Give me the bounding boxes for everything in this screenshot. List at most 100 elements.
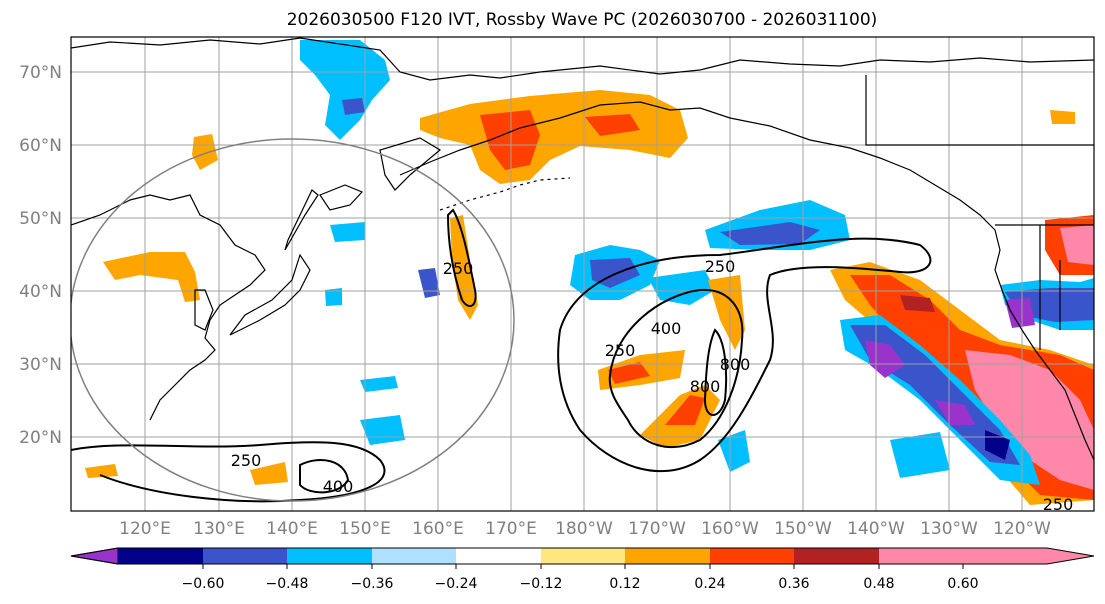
ivt-blob-arctic: [300, 40, 390, 140]
lon-label: 120°E: [119, 519, 171, 539]
lon-label: 150°E: [339, 519, 391, 539]
contour-label: 800: [690, 377, 721, 396]
colorbar-tick-label: 0.36: [778, 576, 809, 592]
ivt-blob-ep-blue-core: [720, 222, 820, 245]
kamchatka-base: [319, 184, 364, 211]
ivt-blob-nwus-core: [1005, 298, 1035, 328]
ivt-blob-inland-pink: [1060, 225, 1094, 265]
lon-label: 180°W: [555, 519, 613, 539]
lon-label: 130°W: [920, 519, 978, 539]
ivt-blob-s7: [890, 432, 950, 478]
colorbar-outline: [70, 547, 1095, 565]
ivt-blob-alaska-core2: [585, 114, 640, 136]
contour-250-center: [557, 237, 932, 473]
lon-label: 140°E: [266, 519, 318, 539]
lon-label: 160°E: [412, 519, 464, 539]
lat-labels: 70°N 60°N 50°N 40°N 30°N 20°N: [19, 63, 62, 448]
ivt-blob-alaska-core: [480, 110, 540, 170]
korea: [194, 289, 214, 331]
lat-label: 60°N: [19, 136, 62, 156]
contour-800-center: [703, 328, 728, 416]
japan: [229, 253, 311, 336]
pc-contours: [71, 208, 932, 503]
ivt-blob-s3: [250, 462, 288, 485]
lat-label: 50°N: [19, 209, 62, 229]
map-frame: [70, 36, 1095, 512]
coastlines: [71, 37, 1094, 461]
asia-coast: [71, 194, 266, 421]
colorbar-swatch: [203, 548, 287, 564]
lon-label: 160°W: [701, 519, 759, 539]
colorbar-tick-label: −0.12: [520, 576, 563, 592]
contour-label: 250: [605, 341, 636, 360]
ivt-blob-s5: [330, 222, 365, 242]
radius-circle: [71, 138, 515, 502]
lon-label: 170°E: [485, 519, 537, 539]
lon-label: 130°E: [193, 519, 245, 539]
sakhalin: [284, 189, 319, 251]
colorbar-extend-left: [70, 547, 119, 565]
lon-label: 140°W: [847, 519, 905, 539]
ivt-blob-ep-trough-core2: [935, 400, 975, 425]
ivt-blob-subtrop1-core: [608, 362, 650, 384]
colorbar-swatch: [372, 548, 456, 564]
contour-labels: 250 250 400 250 800 800 250 400 250: [231, 257, 1074, 514]
contour-label: 250: [443, 259, 474, 278]
contour-250-dateline: [446, 208, 477, 308]
lat-label: 40°N: [19, 282, 62, 302]
lat-label: 30°N: [19, 355, 62, 375]
colorbar-tick-label: 0.12: [609, 576, 640, 592]
contour-label: 400: [323, 477, 354, 496]
ivt-blob-cp-orange: [708, 275, 745, 350]
colorbar-swatch: [287, 548, 372, 564]
lat-label: 70°N: [19, 63, 62, 83]
colorbar-swatch: [625, 548, 710, 564]
colorbar-tick-label: 0.60: [947, 576, 978, 592]
contour-250-west: [71, 441, 386, 503]
colorbar-tick-label: 0.24: [694, 576, 725, 592]
ivt-blob-okhotsk: [192, 134, 218, 170]
ivt-blob-s8: [1050, 110, 1075, 124]
lon-label: 120°W: [993, 519, 1051, 539]
lon-label: 150°W: [774, 519, 832, 539]
ivt-blob-s6: [325, 288, 342, 306]
colorbar-tick-label: −0.36: [351, 576, 394, 592]
kamchatka: [379, 137, 442, 191]
ivt-blob-ar-spot: [900, 295, 935, 312]
ivt-blob-subtrop2-core: [665, 395, 705, 425]
map-area: 250 250 400 250 800 800 250 400 250: [71, 37, 1094, 514]
colorbar-swatch: [541, 548, 625, 564]
colorbar-swatch: [879, 548, 963, 564]
colorbar-tick-label: 0.48: [863, 576, 894, 592]
figure-title: 2026030500 F120 IVT, Rossby Wave PC (202…: [287, 10, 878, 30]
contour-label: 250: [705, 257, 736, 276]
ivt-blob-cp-blue3: [718, 430, 750, 472]
colorbar-swatch: [794, 548, 879, 564]
colorbar-tick-label: −0.60: [182, 576, 225, 592]
canada-border: [865, 75, 1094, 146]
colorbar-tick-label: −0.24: [435, 576, 478, 592]
colorbar-tick-label: −0.48: [266, 576, 309, 592]
ivt-blob-dateline: [450, 215, 478, 320]
state-lines: [1039, 225, 1061, 350]
colorbar-ticks: [202, 564, 964, 569]
ivt-blob-s1: [360, 376, 398, 392]
lon-labels: 120°E 130°E 140°E 150°E 160°E 170°E 180°…: [119, 519, 1051, 539]
contour-label: 250: [1043, 495, 1074, 514]
contour-400-west: [299, 459, 350, 494]
ivt-blob-asia: [103, 252, 200, 302]
colorbar-swatch: [456, 548, 541, 564]
colorbar-swatch: [118, 548, 203, 564]
contour-label: 400: [651, 319, 682, 338]
lat-label: 20°N: [19, 428, 62, 448]
contour-label: 250: [231, 451, 262, 470]
ivt-blob-alaska: [420, 90, 688, 184]
arctic-coast: [71, 37, 1094, 81]
lon-label: 170°W: [628, 519, 686, 539]
colorbar-swatch: [710, 548, 794, 564]
ivt-blob-s4: [85, 464, 118, 478]
ivt-blob-cp-blue2: [648, 270, 715, 305]
ivt-blob-arctic-core: [342, 98, 365, 115]
ivt-blob-ep-trough-core: [865, 340, 905, 378]
